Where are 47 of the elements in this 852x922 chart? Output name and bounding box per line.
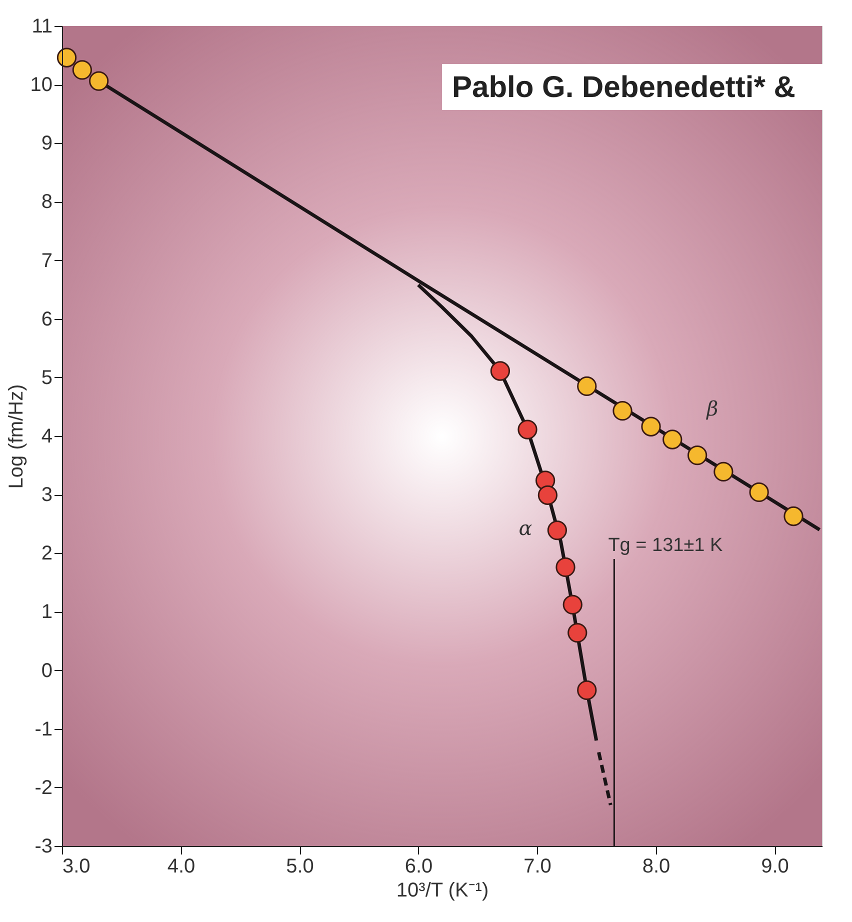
x-tick-label: 8.0 [642,856,670,878]
point [784,506,804,526]
ref-line-label: Tg = 131±1 K [608,535,723,556]
y-tick-label: 3 [41,484,52,506]
y-tick-label: 5 [41,366,52,389]
series-label: α [518,516,533,540]
y-tick-label: 10 [30,74,52,96]
annotation: Pablo G. Debenedetti* & [452,71,796,104]
x-tick-label: 3.0 [62,856,90,878]
x-tick-label: 5.0 [286,856,314,878]
point [490,361,510,381]
y-tick-label: 9 [41,132,52,155]
point [612,401,632,421]
point [562,594,582,614]
point [538,485,558,505]
point [641,416,661,436]
point [714,462,734,482]
point [72,60,92,80]
y-tick-label: 6 [41,308,52,330]
y-tick-label: 7 [41,250,52,272]
point [56,48,77,68]
point [547,520,568,540]
y-tick-label: 11 [32,16,52,38]
point [749,482,769,502]
y-tick-label: 8 [41,191,52,214]
y-tick-label: 4 [41,426,52,448]
y-axis-title: Log (fm/Hz) [5,384,28,489]
y-tick-label: -2 [34,776,52,799]
x-tick-label: 9.0 [761,856,789,878]
y-tick-label: 2 [41,542,52,565]
point [88,71,109,91]
point [577,376,597,396]
y-tick-label: -1 [34,718,52,740]
y-tick-label: -3 [34,836,52,858]
x-tick-label: 7.0 [524,856,552,878]
series-label: β [706,396,718,421]
point [556,557,576,578]
x-tick-label: 6.0 [404,856,433,878]
point [687,446,708,466]
point [568,622,588,643]
point [518,420,538,440]
point [577,680,597,700]
y-tick-label: 0 [41,660,52,682]
x-axis-title: 10³/T (K⁻¹) [396,880,489,902]
x-tick-label: 4.0 [167,856,196,878]
y-tick-label: 1 [41,601,52,624]
point [662,430,682,450]
